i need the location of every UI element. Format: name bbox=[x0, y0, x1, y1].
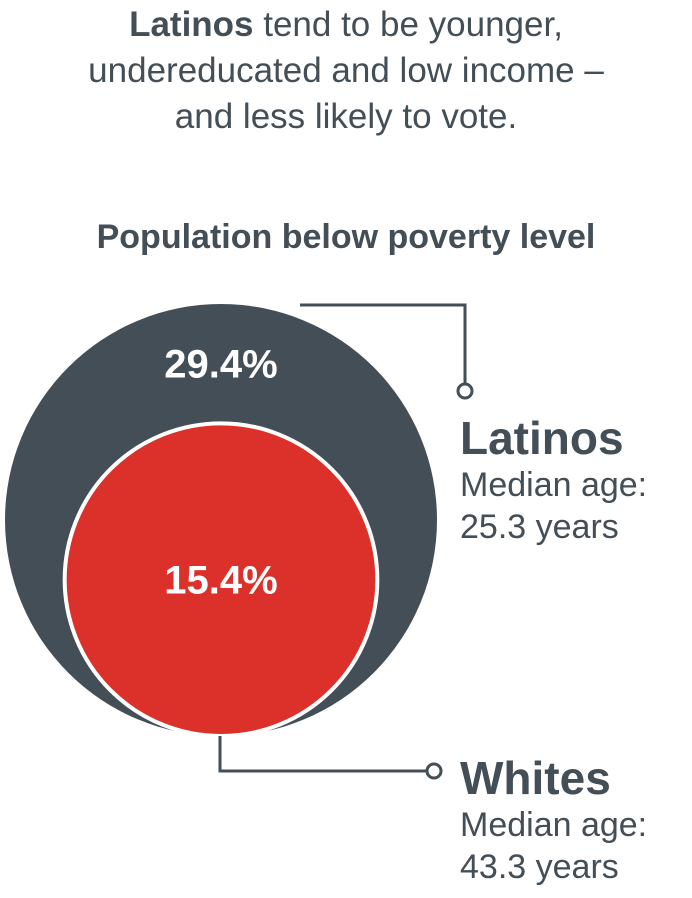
headline-line-1: Latinos tend to be younger, bbox=[0, 2, 692, 48]
headline-line-1-rest: tend to be younger, bbox=[253, 5, 563, 44]
whites-median-age-label: Median age: bbox=[460, 806, 648, 844]
latinos-value-label: 29.4% bbox=[164, 343, 277, 387]
whites-connector-line bbox=[218, 736, 426, 773]
whites-connector-dot bbox=[425, 762, 443, 780]
latinos-median-age-label: Median age: bbox=[460, 466, 648, 504]
chart-title: Population below poverty level bbox=[96, 218, 596, 256]
latinos-name: Latinos bbox=[460, 412, 624, 464]
latinos-connector-dot bbox=[456, 382, 474, 400]
latinos-legend: Latinos Median age: 25.3 years bbox=[460, 412, 647, 548]
headline-bold: Latinos bbox=[129, 5, 254, 44]
whites-legend: Whites Median age: 43.3 years bbox=[460, 752, 647, 888]
latinos-connector-line bbox=[300, 303, 467, 383]
whites-median-age: 43.3 years bbox=[460, 848, 619, 886]
headline: Latinos tend to be younger, undereducate… bbox=[0, 2, 692, 140]
headline-line-2: undereducated and low income – bbox=[88, 51, 604, 90]
whites-value-label: 15.4% bbox=[164, 559, 277, 603]
whites-name: Whites bbox=[460, 752, 611, 804]
latinos-median-age: 25.3 years bbox=[460, 508, 619, 546]
headline-line-3: and less likely to vote. bbox=[174, 97, 518, 136]
